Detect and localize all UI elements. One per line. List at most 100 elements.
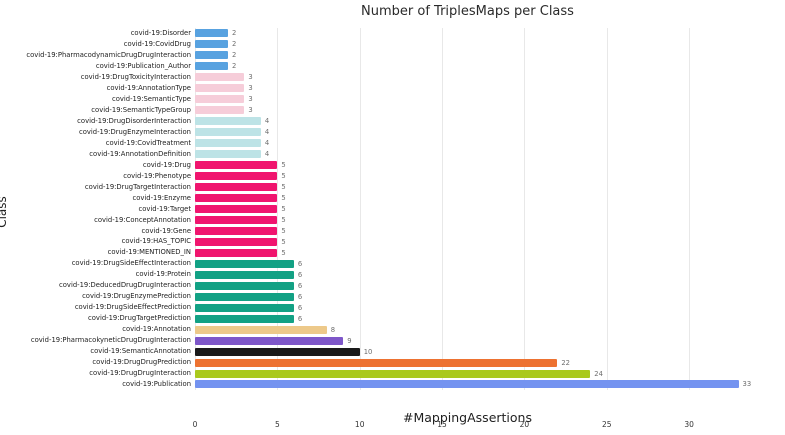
- bar-track: 5: [195, 160, 755, 171]
- bar: [195, 336, 344, 345]
- category-label: covid-19:SemanticTypeGroup: [91, 105, 191, 114]
- value-label: 5: [281, 237, 286, 246]
- value-label: 6: [297, 292, 303, 301]
- chart-title: Number of TriplesMaps per Class: [361, 4, 574, 19]
- bar-track: 2: [195, 39, 755, 50]
- category-label: covid-19:PharmacokyneticDrugDrugInteract…: [30, 336, 191, 345]
- bar-track: 4: [195, 127, 755, 138]
- bar: [195, 161, 278, 170]
- bar-track: 4: [195, 138, 755, 149]
- value-label: 5: [281, 194, 286, 203]
- bar: [195, 303, 294, 312]
- value-label: 3: [248, 106, 253, 115]
- bar-row: covid-19:Publication 33: [0, 379, 755, 390]
- bar: [195, 40, 228, 49]
- bar-row: covid-19:DeducedDrugDrugInteraction 6: [0, 280, 755, 291]
- bar-track: 3: [195, 105, 755, 116]
- plot-area: covid-19:Disorder 2 covid-19:CovidDrug 2 cov…: [0, 28, 770, 429]
- bar-track: 5: [195, 214, 755, 225]
- value-label: 5: [281, 226, 286, 235]
- x-tick-label: 10: [354, 420, 365, 429]
- x-tick-label: 30: [684, 420, 694, 429]
- bar: [195, 215, 278, 224]
- category-label: covid-19:DrugDrugPrediction: [92, 358, 191, 367]
- bar: [195, 259, 294, 268]
- bar-row: covid-19:DrugToxicityInteraction 3: [0, 72, 755, 83]
- bar-track: 6: [195, 302, 755, 313]
- bar-row: covid-19:DrugDrugPrediction 22: [0, 357, 755, 368]
- bar-row: covid-19:SemanticTypeGroup 3: [0, 105, 755, 116]
- bar: [195, 117, 261, 126]
- bar-track: 5: [195, 225, 755, 236]
- value-label: 3: [248, 95, 253, 104]
- category-label: covid-19:AnnotationDefinition: [89, 149, 191, 158]
- gridline: [359, 28, 361, 390]
- value-label: 24: [594, 369, 603, 378]
- bar-row: covid-19:Publication_Author 2: [0, 61, 755, 72]
- value-label: 9: [347, 336, 352, 345]
- bar-row: covid-19:DrugEnzymeInteraction 4: [0, 127, 755, 138]
- bar: [195, 204, 278, 213]
- bar: [195, 369, 591, 378]
- category-label: covid-19:Protein: [135, 270, 191, 279]
- category-label: covid-19:Drug: [142, 160, 191, 169]
- category-label: covid-19:SemanticType: [111, 94, 191, 103]
- bar: [195, 84, 245, 93]
- x-tick-label: 15: [437, 420, 447, 429]
- bar: [195, 270, 294, 279]
- bar: [195, 325, 327, 334]
- value-label: 6: [297, 281, 303, 290]
- value-label: 5: [281, 204, 286, 213]
- bar-row: covid-19:HAS_TOPIC 5: [0, 236, 755, 247]
- bar-track: 9: [195, 335, 755, 346]
- bar: [195, 380, 739, 389]
- category-label: covid-19:CovidDrug: [123, 40, 191, 49]
- gridline: [606, 28, 608, 390]
- bar-track: 24: [195, 368, 755, 379]
- category-label: covid-19:AnnotationType: [106, 83, 191, 92]
- gridline: [689, 28, 691, 390]
- bar-track: 3: [195, 94, 755, 105]
- value-label: 6: [297, 259, 303, 268]
- bar: [195, 248, 278, 257]
- bar-row: covid-19:Drug 5: [0, 160, 755, 171]
- gridline: [277, 28, 279, 390]
- category-label: covid-19:Publication: [122, 380, 191, 389]
- category-label: covid-19:DrugTargetPrediction: [88, 314, 191, 323]
- bar-track: 4: [195, 116, 755, 127]
- value-label: 4: [264, 117, 270, 126]
- category-label: covid-19:MENTIONED_IN: [107, 248, 191, 257]
- bar: [195, 347, 360, 356]
- bar-track: 3: [195, 72, 755, 83]
- bar-track: 6: [195, 269, 755, 280]
- bar-track: 33: [195, 379, 755, 390]
- category-label: covid-19:ConceptAnnotation: [94, 215, 191, 224]
- bar-track: 10: [195, 346, 755, 357]
- category-label: covid-19:SemanticAnnotation: [90, 347, 191, 356]
- value-label: 6: [297, 270, 303, 279]
- category-label: covid-19:DrugTargetInteraction: [84, 182, 191, 191]
- value-label: 6: [297, 314, 303, 323]
- bar-track: 5: [195, 204, 755, 215]
- category-label: covid-19:Enzyme: [132, 193, 191, 202]
- bar: [195, 194, 278, 203]
- bar-row: covid-19:PharmacodynamicDrugDrugInteract…: [0, 50, 755, 61]
- value-label: 2: [231, 62, 237, 71]
- bar: [195, 51, 228, 60]
- value-label: 8: [330, 325, 336, 334]
- bar-track: 4: [195, 149, 755, 160]
- bar-row: covid-19:DrugSideEffectPrediction 6: [0, 302, 755, 313]
- bar-row: covid-19:DrugEnzymePrediction 6: [0, 291, 755, 302]
- value-label: 4: [264, 128, 270, 137]
- bar-row: covid-19:ConceptAnnotation 5: [0, 214, 755, 225]
- bar-track: 6: [195, 291, 755, 302]
- bar: [195, 226, 278, 235]
- value-label: 4: [264, 139, 270, 148]
- bar-row: covid-19:AnnotationDefinition 4: [0, 149, 755, 160]
- bar: [195, 314, 294, 323]
- x-axis-ticks: 0 5 10 15 20 25 30: [193, 420, 755, 432]
- bar-track: 2: [195, 50, 755, 61]
- bar: [195, 358, 558, 367]
- value-label: 5: [281, 172, 286, 181]
